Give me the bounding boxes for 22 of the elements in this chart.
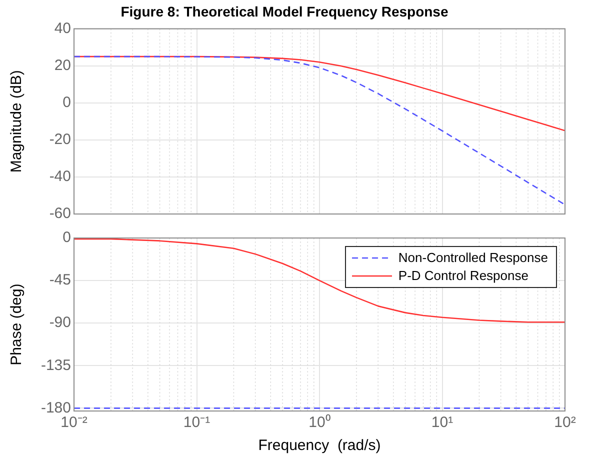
y-tick-label: -60 xyxy=(49,205,71,222)
y-tick-label: 20 xyxy=(54,56,71,74)
chart-title: Figure 8: Theoretical Model Frequency Response xyxy=(120,3,448,20)
x-tick-label: 10¹ xyxy=(431,414,454,432)
y-axis-title: Phase (deg) xyxy=(8,284,26,366)
y-tick-label: 0 xyxy=(62,229,71,246)
x-tick-label: 10² xyxy=(554,414,576,432)
x-tick-label: 10⁻² xyxy=(60,414,88,432)
y-tick-label: 0 xyxy=(62,94,71,112)
y-tick-label: -20 xyxy=(49,131,71,148)
y-tick-label: -45 xyxy=(49,272,71,289)
y-tick-label: -135 xyxy=(40,356,71,374)
y-tick-label: 40 xyxy=(54,20,71,37)
x-tick-label: 10⁰ xyxy=(308,414,330,432)
y-tick-label: -40 xyxy=(49,168,71,186)
legend-label: Non-Controlled Response xyxy=(398,249,548,267)
x-axis-title: Frequency (rad/s) xyxy=(258,437,381,454)
y-axis-title: Magnitude (dB) xyxy=(8,70,26,173)
legend-label: P-D Control Response xyxy=(398,267,528,285)
y-tick-label: -180 xyxy=(40,399,71,416)
x-tick-label: 10⁻¹ xyxy=(183,414,210,432)
y-tick-label: -90 xyxy=(49,314,71,332)
